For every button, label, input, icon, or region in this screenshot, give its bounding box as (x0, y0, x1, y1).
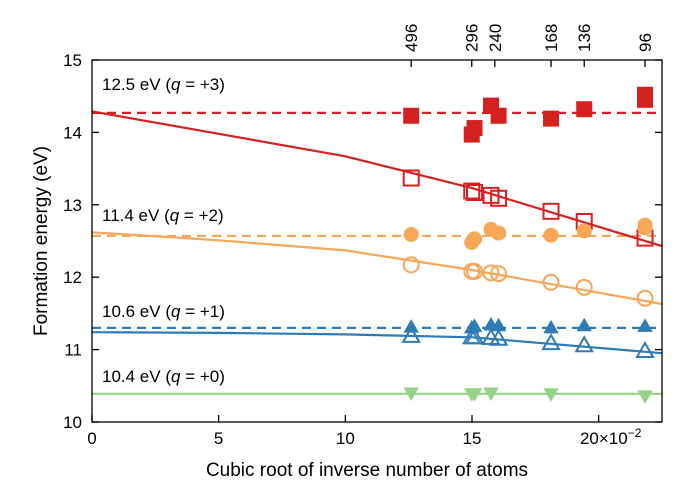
x-axis-label: Cubic root of inverse number of atoms (206, 460, 528, 481)
series-1-point-1 (463, 182, 481, 200)
series-3-point-7 (636, 289, 654, 307)
series-6-point-4 (543, 388, 559, 402)
x-tick-label-4: 20×10−2 (580, 426, 642, 448)
y-tick-label-2: 12 (63, 268, 82, 287)
series-3-point-4 (490, 265, 508, 283)
series-6-point-3 (483, 387, 499, 402)
top-tick-label-3: 168 (542, 24, 561, 52)
series-6-point-2 (466, 388, 483, 402)
y-tick-label-1: 11 (64, 341, 82, 360)
series-5-point-5 (541, 333, 561, 351)
series-2-point-0 (403, 226, 419, 242)
chart-markers (401, 86, 655, 404)
series-0-point-2 (466, 120, 483, 137)
series-1-point-2 (466, 183, 484, 201)
y-tick-label-0: 10 (63, 413, 82, 432)
annotation-3: 10.4 eV (q = +0) (102, 367, 225, 386)
x-tick-label-1: 5 (214, 429, 223, 448)
annotation-0: 12.5 eV (q = +3) (102, 75, 225, 94)
chart-lines (91, 110, 663, 395)
fit-curve-2 (91, 331, 663, 355)
top-tick-label-4: 136 (575, 24, 594, 52)
series-5-point-7 (635, 341, 655, 359)
plot-border (91, 59, 663, 423)
series-1-point-5 (542, 202, 560, 220)
series-5-point-0 (401, 325, 421, 343)
y-axis-label: Formation energy (eV) (31, 146, 52, 336)
series-0-point-4 (490, 107, 507, 124)
series-0-point-6 (576, 101, 593, 118)
fit-curve-0 (91, 110, 663, 248)
series-4-point-6 (576, 317, 592, 332)
x-tick-label-2: 10 (336, 429, 355, 448)
y-tick-label-3: 13 (63, 196, 82, 215)
series-0-point-0 (403, 107, 420, 124)
annotation-1: 11.4 eV (q = +2) (102, 206, 224, 225)
series-5-point-2 (464, 327, 485, 345)
series-3-point-2 (466, 262, 484, 280)
fit-curve-1 (91, 231, 663, 306)
y-tick-label-5: 15 (63, 51, 82, 70)
series-5-point-6 (574, 335, 594, 353)
x-tick-label-0: 0 (87, 429, 96, 448)
top-tick-label-5: 96 (636, 33, 655, 52)
x-tick-label-3: 15 (463, 429, 482, 448)
top-tick-label-1: 296 (463, 24, 482, 52)
series-0-point-8 (637, 86, 654, 103)
plot-frame (91, 59, 663, 423)
series-3-point-3 (482, 264, 500, 282)
series-2-point-2 (467, 231, 483, 247)
series-5-point-3 (481, 328, 501, 346)
series-2-point-6 (576, 223, 592, 239)
top-tick-label-0: 496 (402, 24, 421, 52)
axis-labels: 10 11 12 13 14 15 0 5 10 15 20×10−2 496 296 240 168 136… (31, 24, 655, 481)
series-6-point-5 (637, 390, 653, 404)
series-6-point-0 (403, 387, 419, 402)
top-tick-label-2: 240 (486, 24, 505, 52)
series-1-point-0 (402, 169, 420, 187)
axis-ticks (91, 59, 662, 423)
series-4-point-5 (543, 319, 559, 334)
series-3-point-0 (402, 256, 420, 274)
series-4-point-7 (637, 318, 653, 332)
series-1-point-4 (490, 189, 508, 207)
y-tick-label-4: 14 (63, 123, 82, 142)
annotation-2: 10.6 eV (q = +1) (102, 302, 225, 321)
series-0-point-5 (543, 110, 560, 127)
series-2-point-5 (543, 227, 559, 243)
annotations: 12.5 eV (q = +3) 11.4 eV (q = +2) 10.6 eV … (102, 75, 225, 386)
x-tick-exponent: −2 (628, 426, 642, 440)
series-3-point-6 (575, 278, 593, 296)
series-3-point-5 (542, 273, 560, 291)
series-2-point-4 (491, 225, 507, 241)
series-2-point-8 (637, 217, 653, 233)
series-5-point-4 (488, 328, 509, 346)
